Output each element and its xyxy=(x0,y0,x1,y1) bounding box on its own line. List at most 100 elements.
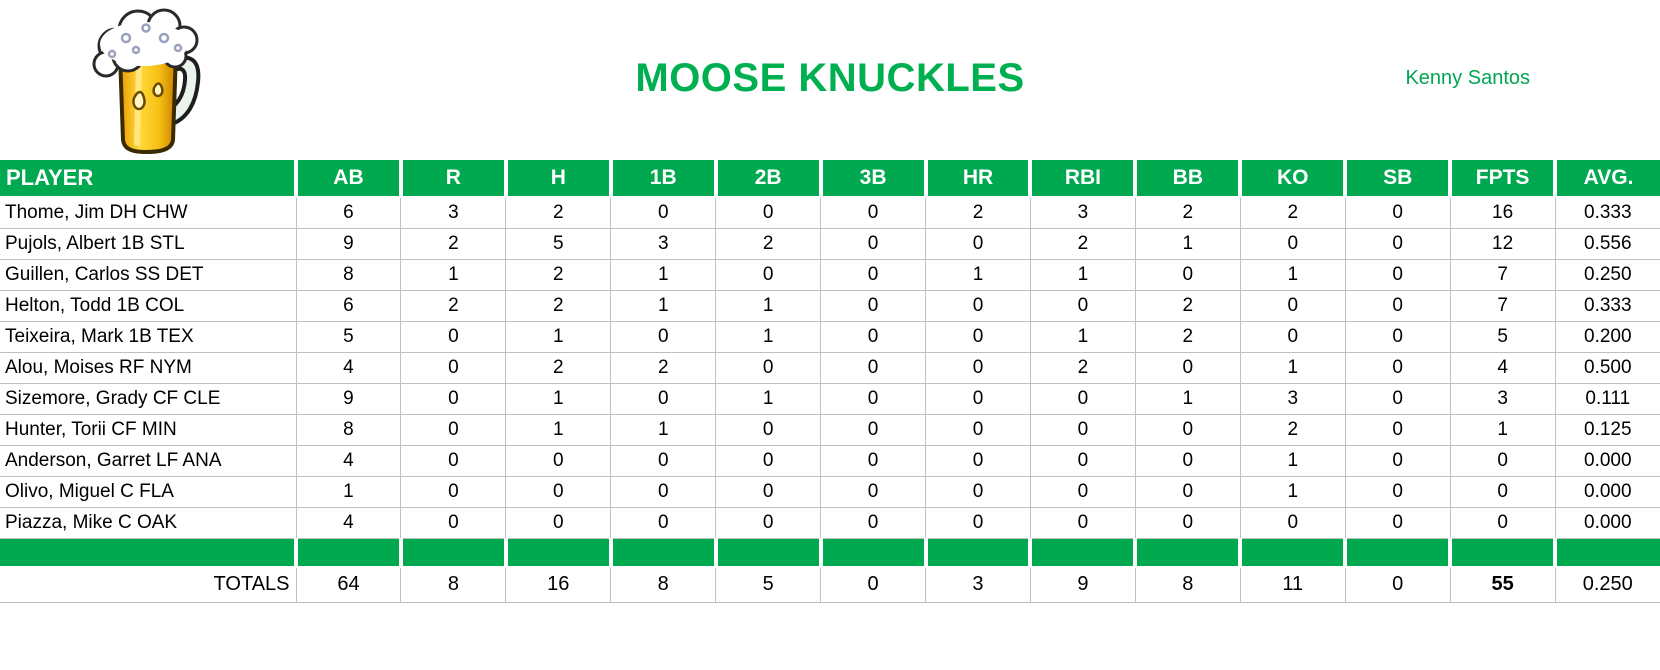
stat-cell-1b: 0 xyxy=(610,321,716,353)
stat-cell-fpts: 7 xyxy=(1449,259,1556,291)
stat-cell-r: 2 xyxy=(400,228,506,260)
player-name-cell: Pujols, Albert 1B STL xyxy=(0,228,296,260)
stat-cell-2b: 1 xyxy=(715,290,821,322)
separator-cell xyxy=(608,538,716,568)
separator-cell xyxy=(398,538,506,568)
column-header-rbi: RBI xyxy=(1028,160,1136,198)
separator-cell xyxy=(1553,538,1660,568)
stat-cell-rbi: 0 xyxy=(1029,383,1136,415)
stat-cell-hr: 0 xyxy=(925,507,1031,539)
totals-cell-ko: 11 xyxy=(1239,567,1346,603)
totals-cell-sb: 0 xyxy=(1344,567,1451,603)
stat-cell-hr: 1 xyxy=(925,259,1031,291)
stat-cell-avg: 0.500 xyxy=(1554,352,1660,384)
player-row: Sizemore, Grady CF CLE 9 0 1 0 1 0 0 0 1 3 0 3 0.111 xyxy=(0,383,1660,415)
player-row: Alou, Moises RF NYM 4 0 2 2 0 0 0 2 0 1 0 4 0.500 xyxy=(0,352,1660,384)
stat-cell-rbi: 0 xyxy=(1029,507,1136,539)
stat-cell-sb: 0 xyxy=(1344,352,1451,384)
stats-table: PLAYER AB R H 1B 2B 3B HR RBI BB KO SB FPTS AVG. Thom… xyxy=(0,160,1660,603)
stat-cell-r: 0 xyxy=(400,414,506,446)
stat-cell-ab: 4 xyxy=(295,445,401,477)
player-name-cell: Alou, Moises RF NYM xyxy=(0,352,296,384)
stat-cell-ko: 2 xyxy=(1239,414,1346,446)
stat-cell-hr: 0 xyxy=(925,445,1031,477)
totals-cell-h: 16 xyxy=(505,567,611,603)
separator-cell xyxy=(818,538,926,568)
stat-cell-r: 3 xyxy=(400,197,506,229)
stat-cell-bb: 0 xyxy=(1134,352,1241,384)
stat-cell-3b: 0 xyxy=(820,414,926,446)
stat-cell-fpts: 0 xyxy=(1449,476,1556,508)
totals-cell-r: 8 xyxy=(400,567,506,603)
stat-cell-ko: 2 xyxy=(1239,197,1346,229)
player-name-cell: Helton, Todd 1B COL xyxy=(0,290,296,322)
stat-cell-avg: 0.000 xyxy=(1554,445,1660,477)
stat-cell-ko: 1 xyxy=(1239,445,1346,477)
stat-cell-ab: 6 xyxy=(295,197,401,229)
column-header-avg: AVG. xyxy=(1553,160,1660,198)
stat-cell-h: 0 xyxy=(505,445,611,477)
header-row: PLAYER AB R H 1B 2B 3B HR RBI BB KO SB FPTS AVG. xyxy=(0,160,1660,198)
stat-cell-sb: 0 xyxy=(1344,290,1451,322)
stat-cell-2b: 0 xyxy=(715,352,821,384)
stat-cell-1b: 0 xyxy=(610,476,716,508)
stat-cell-rbi: 1 xyxy=(1029,259,1136,291)
column-header-h: H xyxy=(503,160,611,198)
player-row: Teixeira, Mark 1B TEX 5 0 1 0 1 0 0 1 2 0 0 5 0.200 xyxy=(0,321,1660,353)
stat-cell-sb: 0 xyxy=(1344,321,1451,353)
stat-cell-sb: 0 xyxy=(1344,197,1451,229)
stat-cell-bb: 0 xyxy=(1134,414,1241,446)
totals-cell-hr: 3 xyxy=(925,567,1031,603)
stat-cell-3b: 0 xyxy=(820,445,926,477)
stat-cell-rbi: 0 xyxy=(1029,445,1136,477)
totals-cell-bb: 8 xyxy=(1134,567,1241,603)
totals-cell-rbi: 9 xyxy=(1029,567,1136,603)
stat-cell-ab: 6 xyxy=(295,290,401,322)
stat-cell-r: 1 xyxy=(400,259,506,291)
stat-cell-2b: 0 xyxy=(715,507,821,539)
player-name-cell: Sizemore, Grady CF CLE xyxy=(0,383,296,415)
stat-cell-rbi: 0 xyxy=(1029,290,1136,322)
player-row: Guillen, Carlos SS DET 8 1 2 1 0 0 1 1 0 1 0 7 0.250 xyxy=(0,259,1660,291)
column-header-r: R xyxy=(398,160,506,198)
stat-cell-ab: 1 xyxy=(295,476,401,508)
totals-cell-avg: 0.250 xyxy=(1554,567,1660,603)
column-header-ko: KO xyxy=(1238,160,1346,198)
stat-cell-h: 0 xyxy=(505,476,611,508)
separator-cell xyxy=(294,538,401,568)
stat-cell-fpts: 1 xyxy=(1449,414,1556,446)
stat-cell-avg: 0.250 xyxy=(1554,259,1660,291)
stat-cell-bb: 2 xyxy=(1134,290,1241,322)
stat-cell-rbi: 1 xyxy=(1029,321,1136,353)
column-header-ab: AB xyxy=(294,160,401,198)
totals-cell-3b: 0 xyxy=(820,567,926,603)
stat-cell-ab: 8 xyxy=(295,414,401,446)
stat-cell-sb: 0 xyxy=(1344,476,1451,508)
stat-cell-ko: 0 xyxy=(1239,507,1346,539)
stat-cell-1b: 3 xyxy=(610,228,716,260)
stat-cell-avg: 0.333 xyxy=(1554,290,1660,322)
player-name-cell: Teixeira, Mark 1B TEX xyxy=(0,321,296,353)
stat-cell-3b: 0 xyxy=(820,476,926,508)
totals-label: TOTALS xyxy=(0,567,296,603)
stat-cell-3b: 0 xyxy=(820,383,926,415)
stat-cell-r: 0 xyxy=(400,321,506,353)
stat-cell-2b: 0 xyxy=(715,445,821,477)
player-row: Helton, Todd 1B COL 6 2 2 1 1 0 0 0 2 0 0 7 0.333 xyxy=(0,290,1660,322)
column-header-3b: 3B xyxy=(818,160,926,198)
stat-cell-1b: 1 xyxy=(610,290,716,322)
column-header-bb: BB xyxy=(1133,160,1241,198)
stat-cell-rbi: 2 xyxy=(1029,352,1136,384)
stat-cell-h: 1 xyxy=(505,383,611,415)
stat-cell-3b: 0 xyxy=(820,290,926,322)
stat-cell-rbi: 0 xyxy=(1029,414,1136,446)
stats-table-header: PLAYER AB R H 1B 2B 3B HR RBI BB KO SB FPTS AVG. xyxy=(0,160,1660,198)
stat-cell-sb: 0 xyxy=(1344,445,1451,477)
stat-cell-rbi: 3 xyxy=(1029,197,1136,229)
stat-cell-1b: 0 xyxy=(610,507,716,539)
stat-cell-3b: 0 xyxy=(820,352,926,384)
stat-cell-avg: 0.000 xyxy=(1554,507,1660,539)
stat-cell-sb: 0 xyxy=(1344,383,1451,415)
stat-cell-ab: 9 xyxy=(295,228,401,260)
stat-cell-ko: 0 xyxy=(1239,321,1346,353)
